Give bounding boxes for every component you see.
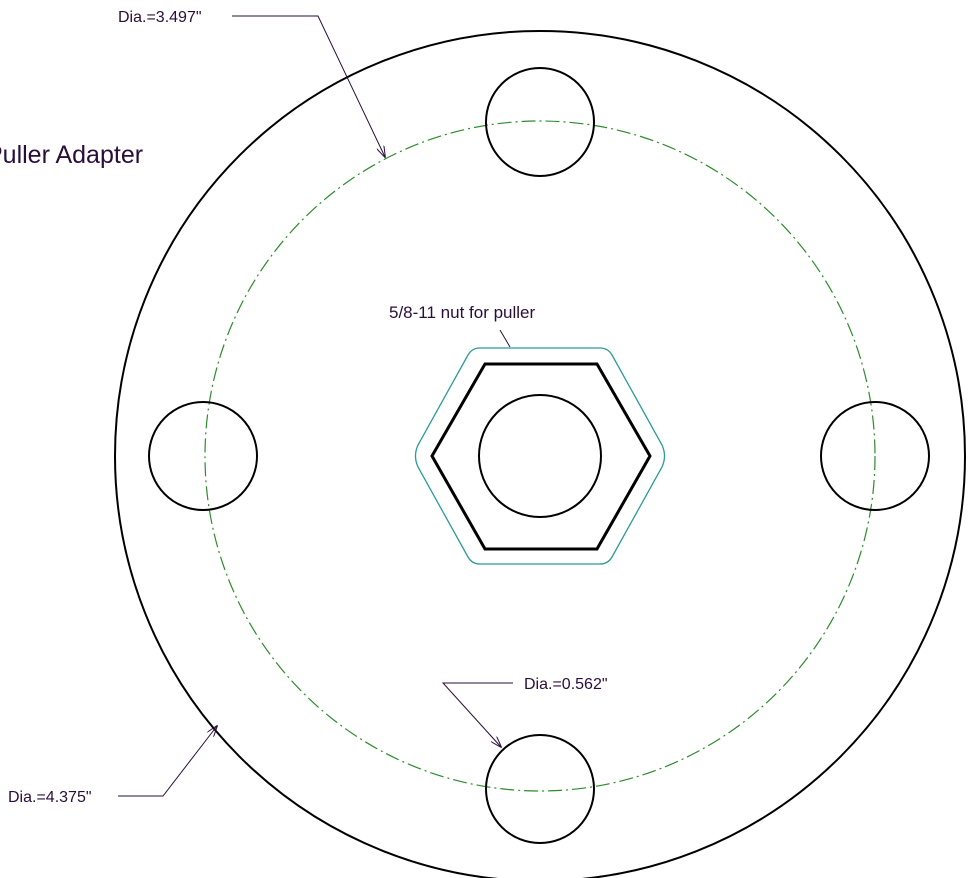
drawing-title: Puller Adapter <box>0 141 143 169</box>
label-nut-note: 5/8-11 nut for puller <box>389 303 535 322</box>
label-bolt-circle-dia: Dia.=3.497" <box>118 9 202 26</box>
outer-plate-circle <box>114 30 966 878</box>
bolt-hole-bottom <box>485 734 595 844</box>
leader-hole-dia <box>441 682 513 747</box>
bolt-hole-right <box>820 401 930 511</box>
bolt-hole-left <box>148 401 258 511</box>
leader-bolt-circle <box>232 15 385 157</box>
nut-clearance-outline <box>414 347 666 565</box>
center-bore <box>478 394 602 518</box>
leader-nut-note <box>499 329 511 348</box>
label-hole-dia: Dia.=0.562" <box>524 676 608 693</box>
leader-outer-dia <box>118 726 217 797</box>
bolt-hole-top <box>485 67 595 177</box>
label-outer-dia: Dia.=4.375" <box>8 789 92 806</box>
bolt-circle-centerline <box>204 120 876 792</box>
hex-nut <box>430 362 652 551</box>
